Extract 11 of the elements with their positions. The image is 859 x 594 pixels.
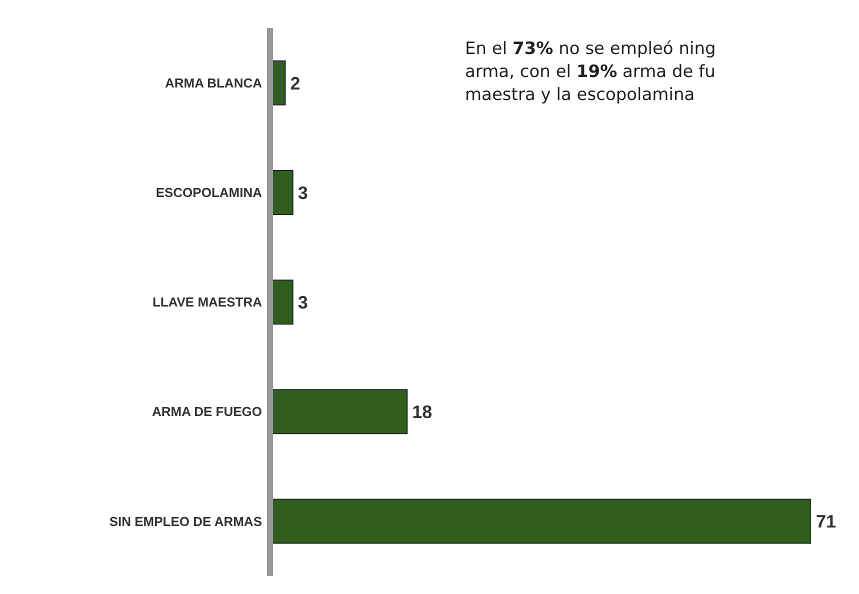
y-tick-label: ESCOPOLAMINA — [156, 185, 263, 200]
data-label: 71 — [816, 512, 836, 532]
data-label: 18 — [412, 402, 432, 422]
y-tick-label: ARMA DE FUEGO — [152, 404, 262, 420]
y-tick-label: SIN EMPLEO DE ARMAS — [109, 514, 262, 529]
y-tick-label: ARMA BLANCA — [164, 75, 263, 90]
annotation: En el 73% no se empleó ning arma, con el 19% arma de fu maestra y la escopolamina — [465, 39, 716, 105]
data-label: 3 — [298, 182, 308, 203]
data-label: 2 — [290, 73, 300, 94]
y-tick-label: LLAVE MAESTRA — [152, 294, 263, 310]
data-label: 3 — [298, 292, 308, 312]
